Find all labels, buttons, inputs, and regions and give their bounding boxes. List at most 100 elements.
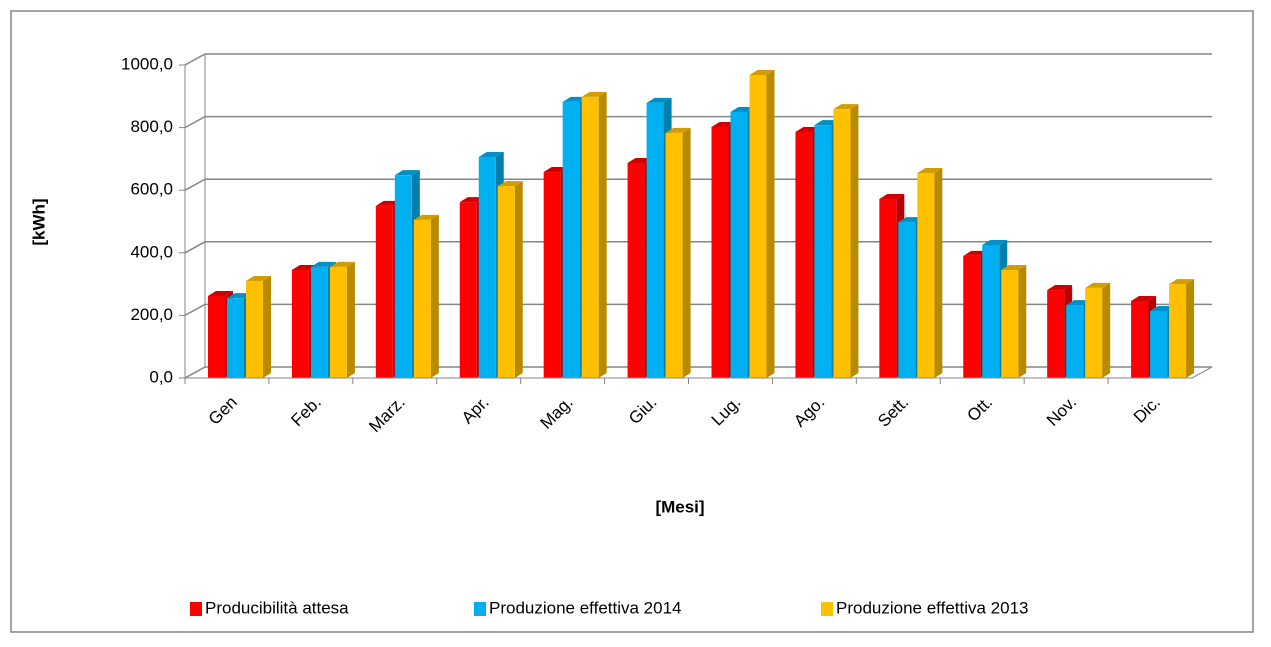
bar xyxy=(413,214,439,378)
bar-top xyxy=(1131,296,1157,302)
bar-front xyxy=(833,109,851,379)
bar-front xyxy=(898,222,916,378)
legend-label: Produzione effettiva 2014 xyxy=(489,598,682,617)
bar xyxy=(917,167,943,378)
bar-front xyxy=(814,125,832,378)
bar xyxy=(329,261,355,378)
bar-top xyxy=(562,96,588,102)
grid-line xyxy=(184,241,1212,254)
bar-top xyxy=(627,157,653,163)
bar-top xyxy=(917,167,943,173)
bar-front xyxy=(963,255,981,378)
bar-front xyxy=(543,172,561,378)
bar-front xyxy=(394,175,412,378)
y-tick-label: 0,0 xyxy=(149,367,173,386)
bar-front xyxy=(246,280,263,378)
bar-front xyxy=(375,205,393,378)
bar-side xyxy=(1102,282,1111,378)
bar-top xyxy=(375,200,401,206)
legend-swatch xyxy=(474,602,486,616)
grid-line xyxy=(184,115,1212,129)
grid-line xyxy=(184,53,1212,66)
bar-front xyxy=(413,219,431,378)
bar xyxy=(246,275,271,378)
bar-top xyxy=(227,293,252,299)
bar-front xyxy=(879,198,897,378)
bar xyxy=(833,104,859,379)
bar-side xyxy=(263,275,271,378)
bar-front xyxy=(1047,290,1065,378)
bar-top xyxy=(497,181,523,187)
bar-top xyxy=(208,290,233,296)
bar-top xyxy=(291,265,317,271)
bar-side xyxy=(1018,265,1027,378)
bar-front xyxy=(562,101,580,379)
bar-top xyxy=(581,91,607,97)
bar-front xyxy=(208,295,225,378)
bar xyxy=(581,91,607,379)
bar-front xyxy=(730,111,748,378)
bar-top xyxy=(1085,282,1111,288)
bar-front xyxy=(1131,301,1149,378)
x-axis-title: [Mesi] xyxy=(655,497,704,516)
bar-front xyxy=(1066,305,1084,378)
bar-side xyxy=(1186,279,1195,378)
bar-side xyxy=(346,261,355,378)
bar-side xyxy=(598,91,607,379)
bar-front xyxy=(1001,270,1019,378)
bar-front xyxy=(917,172,935,378)
y-tick-label: 200,0 xyxy=(130,305,173,324)
bar-side xyxy=(682,127,691,379)
grid-line xyxy=(184,366,1212,379)
bar-front xyxy=(329,266,347,378)
y-tick-label: 600,0 xyxy=(130,180,173,199)
y-tick-label: 400,0 xyxy=(130,242,173,261)
bar-front xyxy=(749,75,767,379)
grid-line xyxy=(184,178,1212,191)
bar-front xyxy=(646,102,664,379)
bar-top xyxy=(1169,279,1195,285)
y-axis-title: [kWh] xyxy=(29,198,48,245)
legend-label: Producibilità attesa xyxy=(205,598,349,617)
bar-side xyxy=(934,167,943,378)
bar-side xyxy=(850,104,859,379)
bar-top xyxy=(833,104,859,110)
y-tick-label: 1000,0 xyxy=(121,54,173,73)
bar-top xyxy=(543,167,569,173)
bar-front xyxy=(795,131,813,378)
bar-top xyxy=(795,126,821,132)
bar-top xyxy=(246,275,271,281)
legend-swatch xyxy=(821,602,833,616)
bar-top xyxy=(898,217,924,223)
bar xyxy=(1085,282,1111,378)
bar-top xyxy=(711,121,737,127)
bar-front xyxy=(497,186,515,378)
legend-swatch xyxy=(190,602,202,616)
y-tick-label: 800,0 xyxy=(130,117,173,136)
bar-top xyxy=(730,106,756,112)
bar xyxy=(665,127,691,379)
bar-front xyxy=(459,202,477,378)
bar-front xyxy=(711,126,729,378)
bar-top xyxy=(1001,265,1027,271)
bar xyxy=(497,181,523,378)
bar-top xyxy=(665,127,691,133)
bar-front xyxy=(310,266,328,378)
bar-front xyxy=(1150,311,1168,378)
bar-top xyxy=(1047,285,1073,291)
bar-top xyxy=(982,239,1008,245)
bar xyxy=(749,70,775,379)
bar-top xyxy=(310,261,336,267)
bar-top xyxy=(749,70,775,76)
bar-top xyxy=(459,197,485,203)
bar-top xyxy=(413,214,439,220)
bar-front xyxy=(291,270,309,378)
bar-top xyxy=(646,97,672,103)
bar-front xyxy=(581,96,599,379)
bar-front xyxy=(982,244,1000,378)
bar-top xyxy=(1066,300,1092,306)
bar-front xyxy=(1085,287,1103,378)
bar-front xyxy=(665,132,683,378)
